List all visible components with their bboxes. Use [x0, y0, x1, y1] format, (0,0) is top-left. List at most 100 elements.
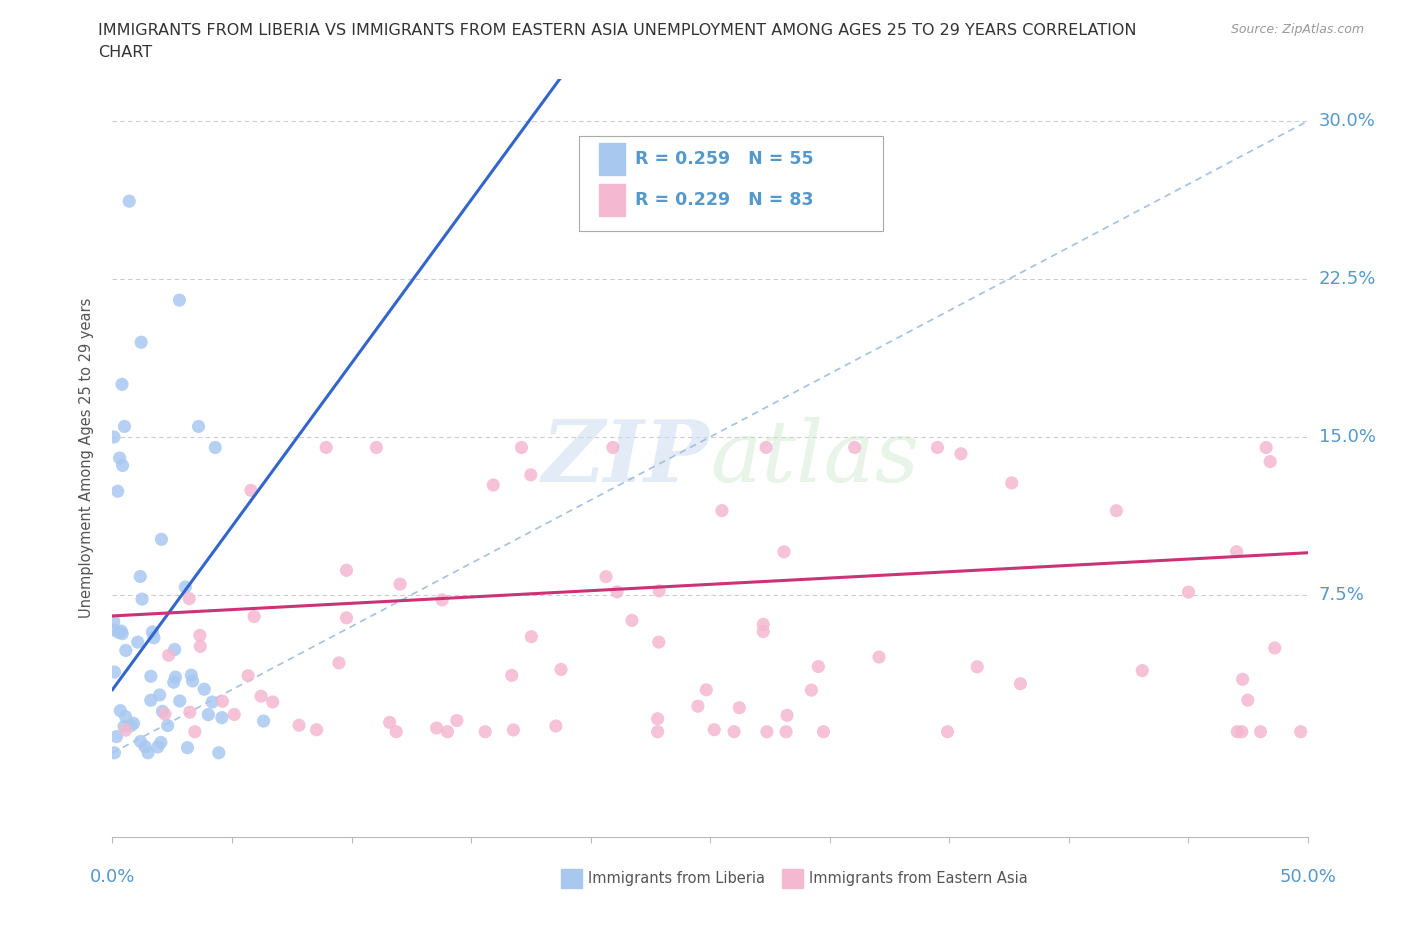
Point: [252, 713, 274, 728]
Point: [111, 458, 134, 472]
Point: [141, 625, 163, 640]
Point: [813, 724, 835, 739]
Point: [1010, 676, 1032, 691]
Point: [1289, 724, 1312, 739]
Point: [1237, 693, 1260, 708]
Bar: [782, 870, 803, 888]
Point: [112, 719, 135, 734]
Point: [1230, 724, 1253, 739]
Point: [110, 703, 132, 718]
Point: [446, 713, 468, 728]
Point: [122, 716, 145, 731]
Point: [752, 624, 775, 639]
Text: 15.0%: 15.0%: [1319, 428, 1375, 446]
Y-axis label: Unemployment Among Ages 25 to 29 years: Unemployment Among Ages 25 to 29 years: [79, 298, 94, 618]
Point: [1250, 724, 1272, 739]
Point: [755, 724, 778, 739]
Point: [606, 584, 628, 599]
Point: [966, 659, 988, 674]
Point: [176, 740, 198, 755]
Point: [1226, 724, 1249, 739]
Point: [150, 532, 173, 547]
Point: [179, 705, 201, 720]
Point: [775, 724, 797, 739]
Text: 22.5%: 22.5%: [1319, 270, 1376, 288]
Point: [686, 698, 709, 713]
Point: [728, 700, 751, 715]
Point: [1177, 585, 1199, 600]
Point: [723, 724, 745, 739]
Point: [193, 682, 215, 697]
Point: [510, 440, 533, 455]
Point: [550, 662, 572, 677]
Point: [129, 734, 152, 749]
Point: [163, 642, 186, 657]
Point: [950, 446, 973, 461]
Text: atlas: atlas: [710, 417, 920, 499]
Point: [111, 377, 134, 392]
Point: [153, 707, 176, 722]
Point: [127, 634, 149, 649]
Point: [136, 745, 159, 760]
Point: [118, 193, 141, 208]
Point: [149, 735, 172, 750]
Text: 30.0%: 30.0%: [1319, 113, 1375, 130]
Point: [1001, 475, 1024, 490]
Point: [544, 719, 567, 734]
Point: [174, 579, 197, 594]
Point: [520, 630, 543, 644]
Point: [1105, 503, 1128, 518]
Point: [110, 624, 132, 639]
Point: [103, 614, 125, 629]
Point: [773, 544, 796, 559]
Text: ZIP: ZIP: [543, 417, 710, 499]
Point: [711, 503, 734, 518]
Point: [163, 675, 186, 690]
Point: [114, 419, 135, 434]
Point: [157, 648, 180, 663]
Point: [288, 718, 311, 733]
Point: [1130, 663, 1153, 678]
Point: [156, 718, 179, 733]
Bar: [599, 184, 626, 217]
Text: CHART: CHART: [98, 45, 152, 60]
Point: [385, 724, 408, 739]
Point: [755, 440, 778, 455]
Point: [114, 723, 136, 737]
Point: [807, 659, 830, 674]
Bar: [561, 870, 582, 888]
Point: [250, 689, 273, 704]
Point: [139, 669, 162, 684]
Point: [188, 628, 211, 643]
Point: [103, 430, 125, 445]
Point: [620, 613, 643, 628]
Point: [335, 563, 357, 578]
Point: [927, 440, 949, 455]
Point: [103, 622, 125, 637]
Point: [211, 711, 233, 725]
Point: [239, 483, 262, 498]
Point: [315, 440, 337, 455]
Point: [426, 721, 449, 736]
Point: [187, 419, 209, 434]
Point: [169, 293, 191, 308]
Text: R = 0.259   N = 55: R = 0.259 N = 55: [634, 150, 813, 167]
Point: [378, 715, 401, 730]
Point: [1264, 641, 1286, 656]
Point: [179, 591, 201, 606]
Point: [204, 440, 226, 455]
Point: [211, 694, 233, 709]
Point: [328, 656, 350, 671]
Point: [868, 650, 890, 665]
Point: [169, 694, 191, 709]
Point: [366, 440, 388, 455]
Point: [146, 739, 169, 754]
Point: [181, 673, 204, 688]
Bar: [599, 142, 626, 175]
Text: 50.0%: 50.0%: [1279, 868, 1336, 885]
Point: [474, 724, 496, 739]
Point: [1258, 454, 1281, 469]
Point: [108, 625, 131, 640]
Text: R = 0.229   N = 83: R = 0.229 N = 83: [634, 192, 813, 209]
Point: [430, 592, 453, 607]
